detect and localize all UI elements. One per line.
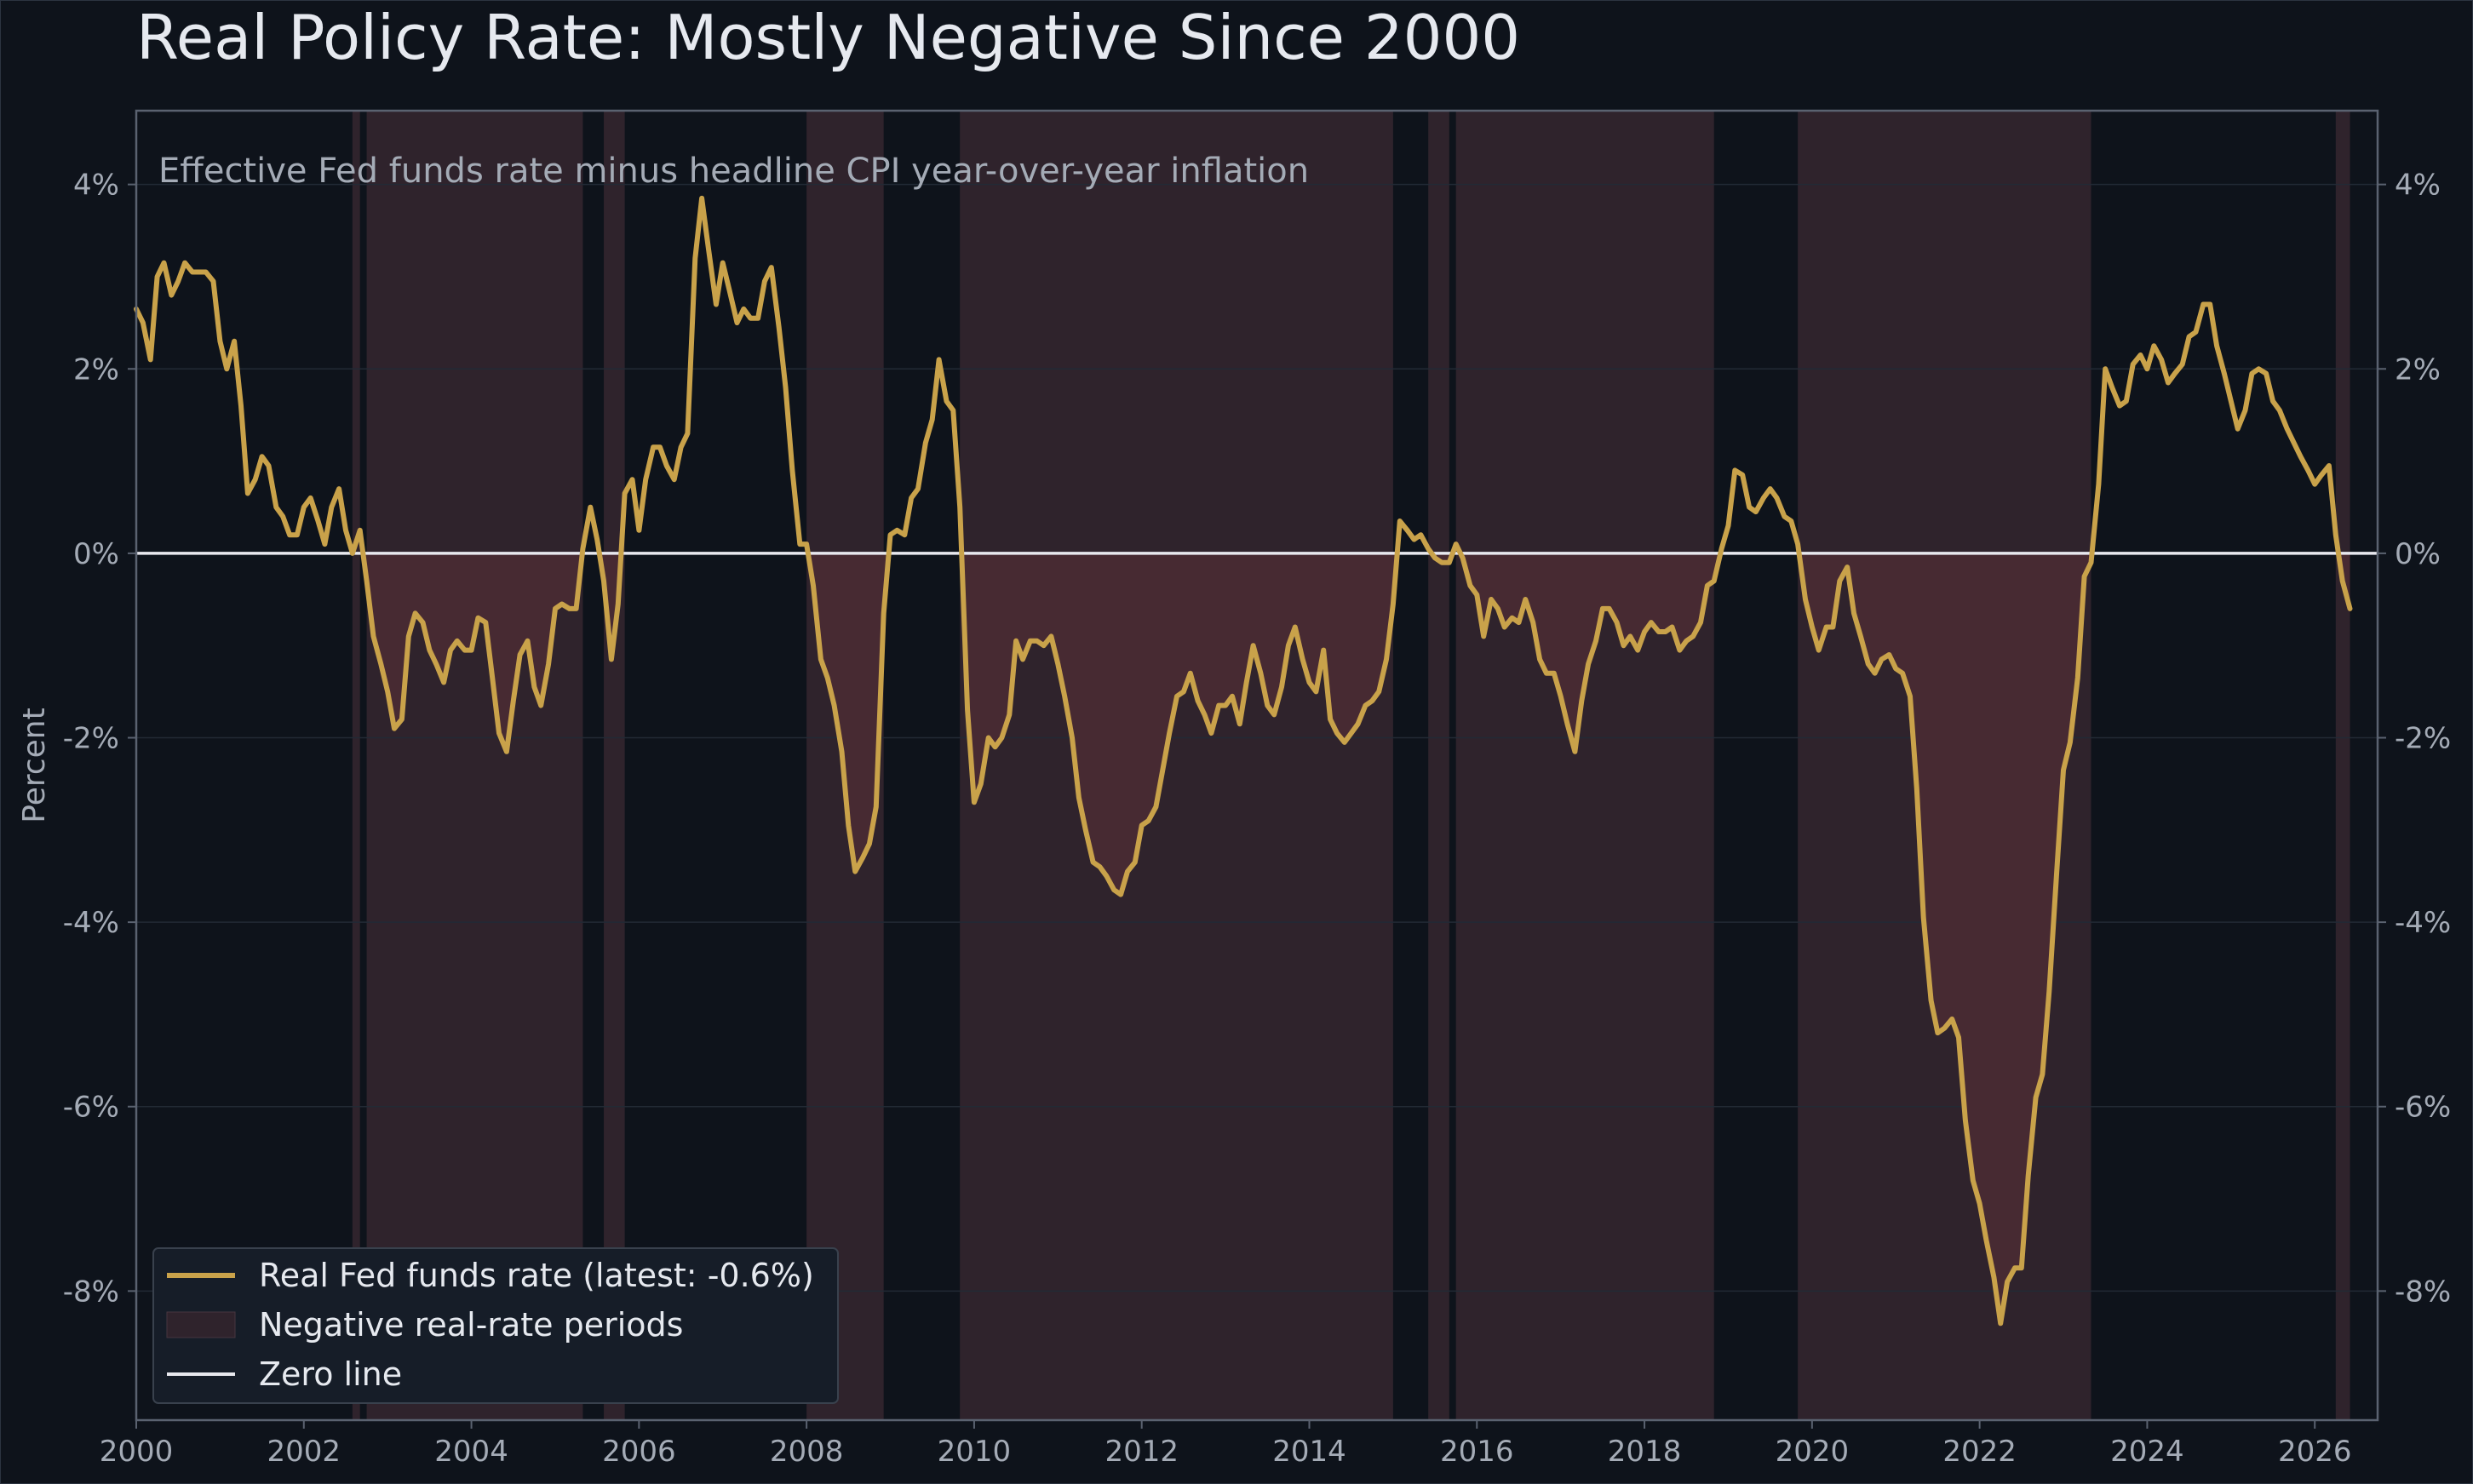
negative-period-band-8 <box>2335 111 2350 1420</box>
x-tick-label-13: 2026 <box>2278 1435 2352 1469</box>
y-tick-label-left-1: 2% <box>73 352 119 387</box>
y-tick-label-right-5: -6% <box>2395 1091 2451 1125</box>
legend-label-series: Real Fed funds rate (latest: -0.6%) <box>259 1257 814 1294</box>
negative-period-band-1 <box>366 111 583 1420</box>
y-tick-label-right-4: -4% <box>2395 906 2451 940</box>
legend-swatch-negative-periods <box>166 1311 236 1338</box>
negative-period-band-2 <box>604 111 625 1420</box>
x-tick-label-12: 2024 <box>2110 1435 2184 1469</box>
y-axis-left: 4% 2% 0% -2% -4% -6% -8% <box>63 169 136 1309</box>
chart-subtitle: Effective Fed funds rate minus headline … <box>158 152 1309 191</box>
negative-period-band-0 <box>352 111 360 1420</box>
y-tick-label-right-3: -2% <box>2395 722 2451 756</box>
legend-box <box>152 1247 839 1404</box>
y-tick-label-right-1: 2% <box>2395 352 2441 387</box>
negative-period-band-4 <box>960 111 1393 1420</box>
y-tick-label-left-4: -4% <box>63 906 119 940</box>
negative-period-bands <box>352 111 2350 1420</box>
y-tick-label-right-2: 0% <box>2395 537 2441 571</box>
y-tick-label-left-3: -2% <box>63 722 119 756</box>
plot-frame <box>135 109 2379 1422</box>
legend-label-zero-line: Zero line <box>259 1355 402 1393</box>
negative-period-band-5 <box>1428 111 1449 1420</box>
x-tick-label-5: 2010 <box>938 1435 1012 1469</box>
y-tick-label-left-6: -8% <box>63 1275 119 1309</box>
x-tick-label-4: 2008 <box>770 1435 844 1469</box>
y-tick-label-left-2: 0% <box>73 537 119 571</box>
y-axis-right: 4% 2% 0% -2% -4% -6% -8% <box>2378 169 2451 1309</box>
x-tick-label-0: 2000 <box>100 1435 174 1469</box>
x-tick-label-6: 2012 <box>1105 1435 1179 1469</box>
x-tick-label-2: 2004 <box>434 1435 508 1469</box>
x-axis: 2000 2002 2004 2006 2008 2010 2012 2014 2016 2018… <box>100 1420 2352 1469</box>
x-tick-label-7: 2014 <box>1272 1435 1346 1469</box>
negative-area-fill <box>363 553 2350 1324</box>
negative-period-band-6 <box>1455 111 1714 1420</box>
y-tick-label-left-5: -6% <box>63 1091 119 1125</box>
chart-title: Real Policy Rate: Mostly Negative Since … <box>136 2 1521 73</box>
series-line-real-fed-funds-rate <box>134 195 2353 1326</box>
x-tick-label-9: 2018 <box>1608 1435 1682 1469</box>
legend-label-negative-periods: Negative real-rate periods <box>259 1306 683 1344</box>
y-tick-label-right-6: -8% <box>2395 1275 2451 1309</box>
y-axis-label: Percent <box>17 708 52 822</box>
x-tick-label-8: 2016 <box>1440 1435 1514 1469</box>
x-tick-label-11: 2022 <box>1942 1435 2017 1469</box>
x-tick-label-1: 2002 <box>267 1435 341 1469</box>
x-tick-label-3: 2006 <box>602 1435 676 1469</box>
legend: Real Fed funds rate (latest: -0.6%) Nega… <box>152 1247 839 1404</box>
y-tick-label-right-0: 4% <box>2395 169 2441 203</box>
y-tick-label-left-0: 4% <box>73 169 119 203</box>
x-tick-label-10: 2020 <box>1776 1435 1850 1469</box>
